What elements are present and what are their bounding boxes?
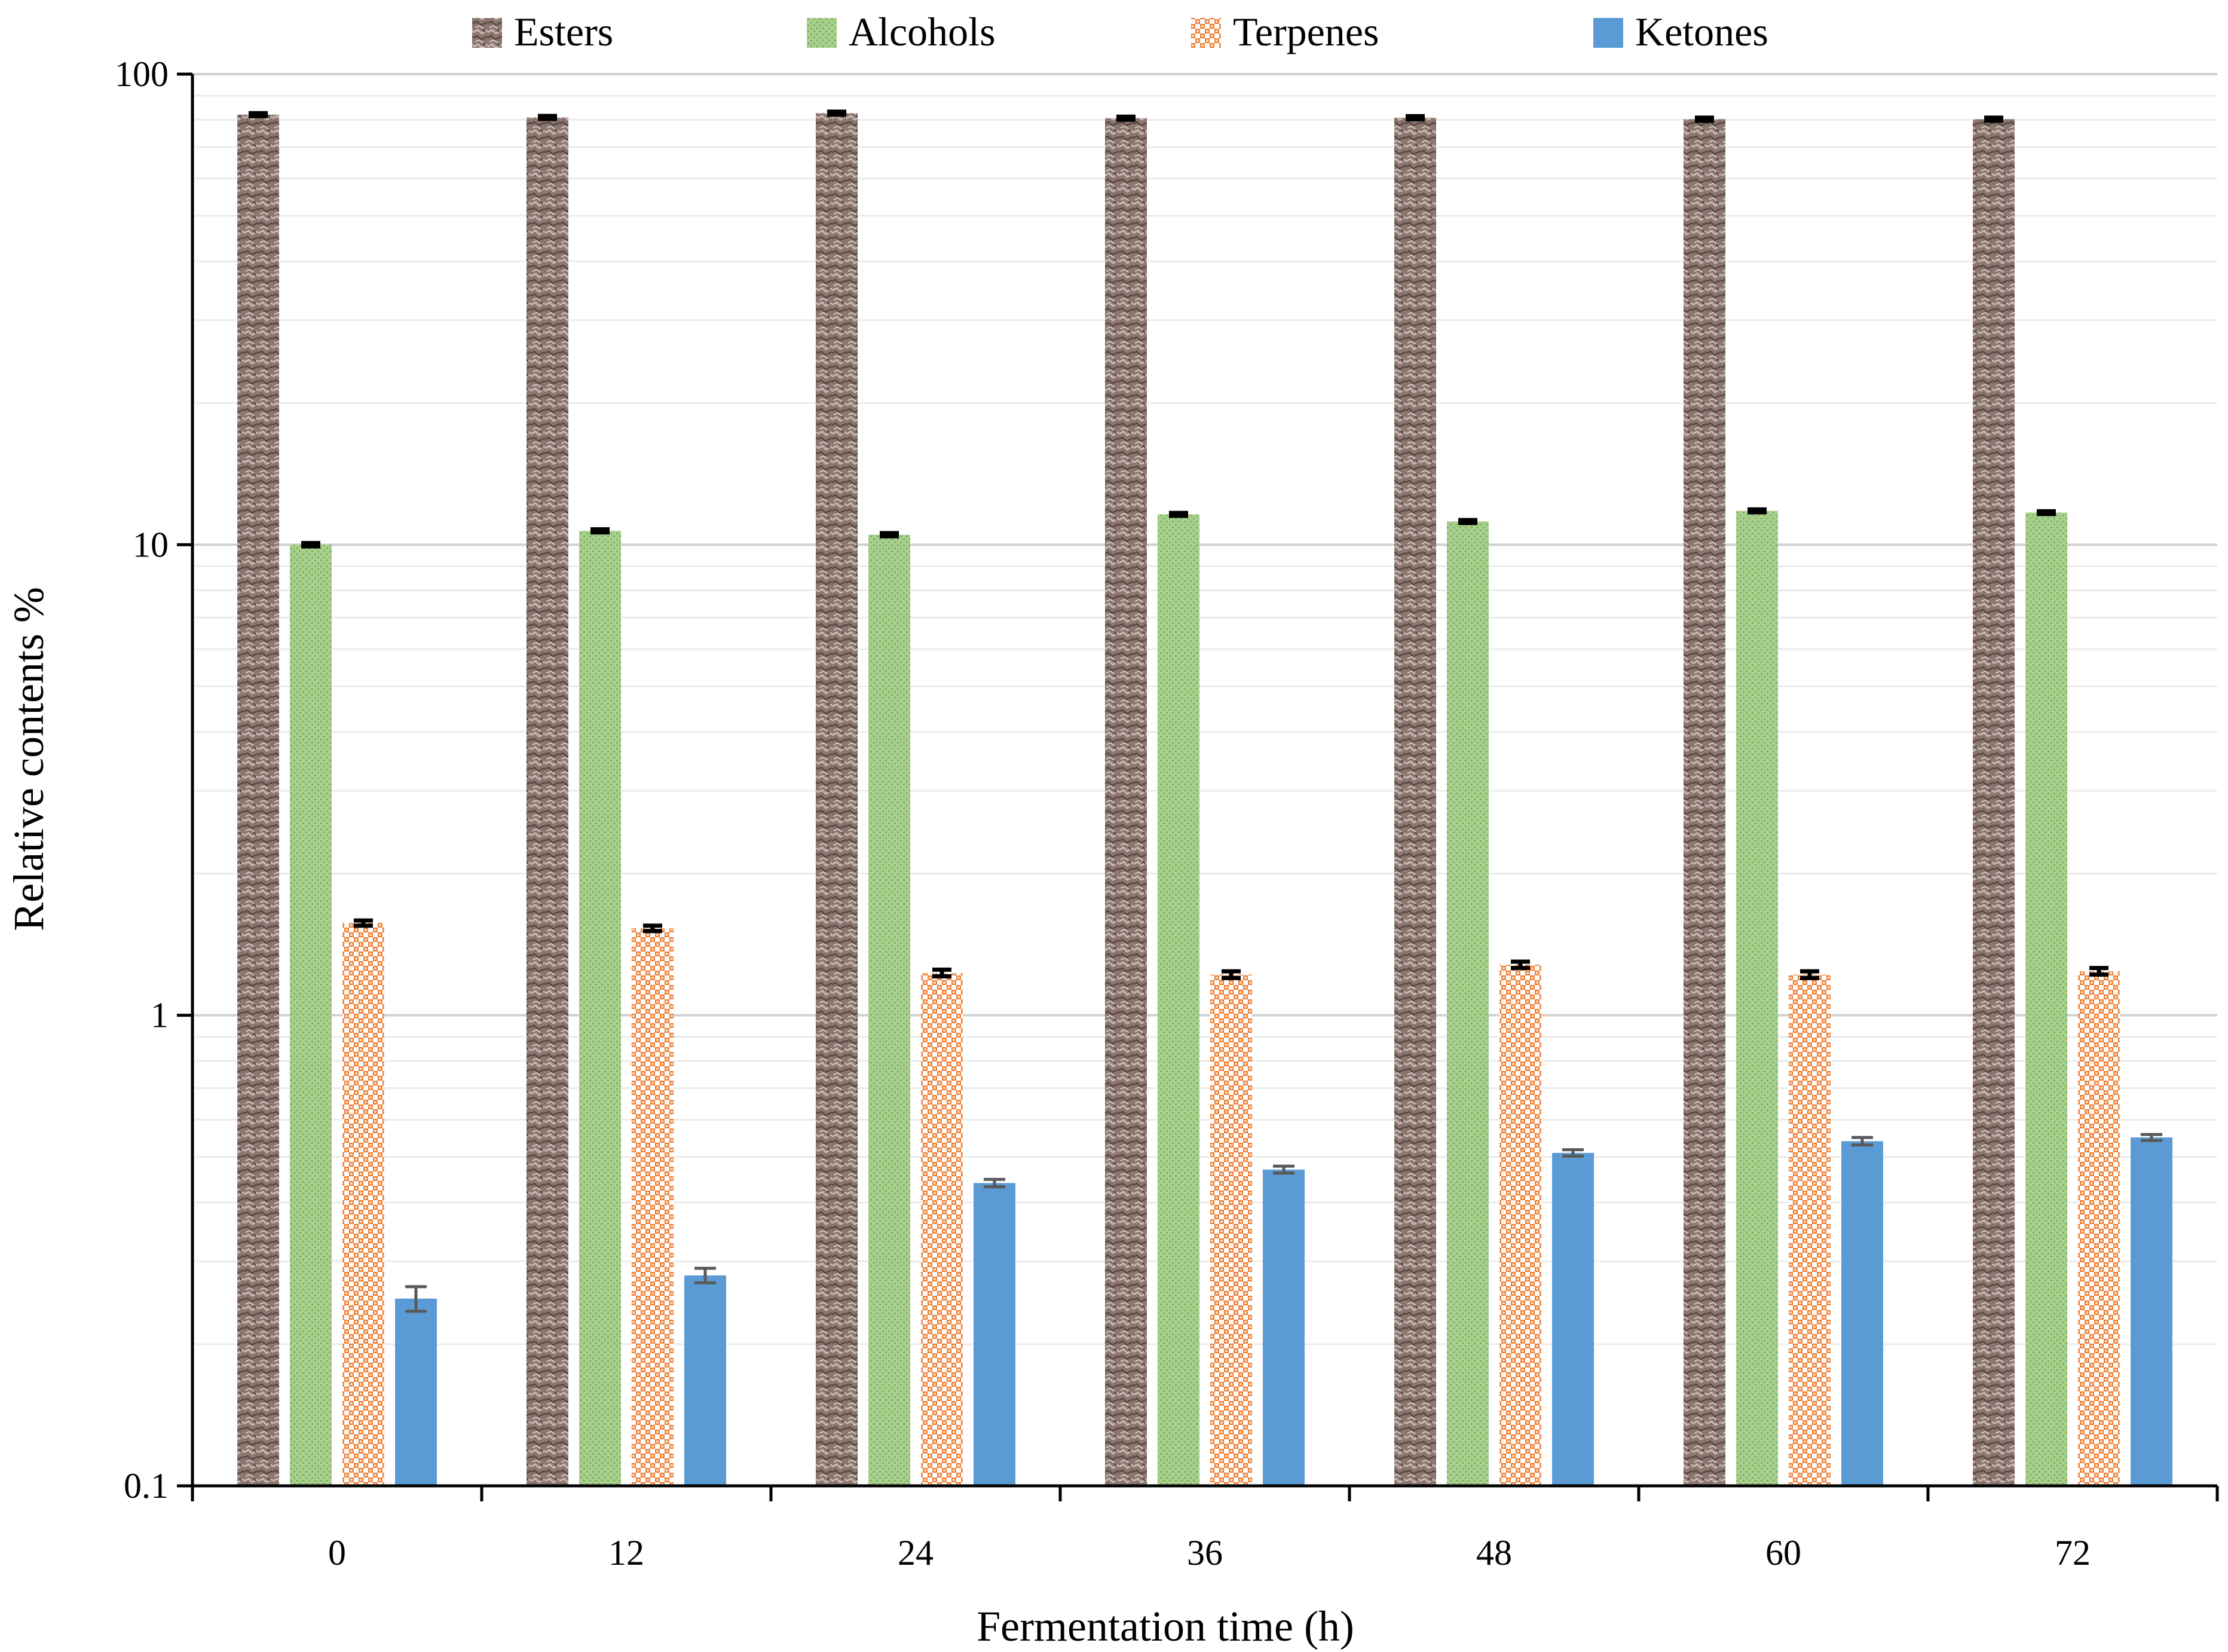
legend-item-esters: Esters: [472, 9, 613, 54]
bar-ketones-12: [684, 1275, 726, 1486]
bar-esters-60: [1684, 119, 1725, 1486]
x-axis-title: Fermentation time (h): [977, 1602, 1354, 1650]
legend-swatch: [1593, 18, 1623, 48]
legend-swatch: [472, 18, 502, 48]
bar-esters-0: [237, 114, 279, 1486]
axes: [177, 72, 2219, 1501]
bar-terpenes-24: [921, 972, 963, 1486]
error-bar-esters-72: [1984, 115, 2003, 123]
error-bar-alcohols-72: [2037, 509, 2056, 516]
y-tick-labels: 0.1 1 10 100: [115, 54, 169, 1506]
error-bar-terpenes-0: [354, 918, 373, 928]
x-tick-label: 72: [2055, 1533, 2091, 1573]
bar-alcohols-48: [1447, 521, 1489, 1486]
bar-alcohols-60: [1736, 510, 1778, 1486]
bar-terpenes-72: [2078, 971, 2120, 1486]
error-bar-ketones-48: [1562, 1148, 1584, 1158]
error-bar-esters-48: [1406, 114, 1425, 121]
error-bar-ketones-24: [984, 1177, 1005, 1189]
y-tick-label: 0.1: [124, 1466, 169, 1506]
bar-ketones-24: [974, 1183, 1015, 1486]
bar-alcohols-36: [1158, 514, 1199, 1486]
legend-label: Terpenes: [1233, 9, 1379, 54]
bar-terpenes-36: [1210, 974, 1252, 1486]
error-bar-esters-24: [827, 109, 846, 117]
error-bar-terpenes-60: [1800, 969, 1819, 980]
bar-ketones-48: [1552, 1152, 1594, 1486]
error-bar-alcohols-60: [1747, 507, 1767, 515]
gridlines: [192, 73, 2217, 1345]
error-bar-alcohols-24: [880, 531, 899, 539]
bar-terpenes-12: [632, 928, 674, 1486]
x-tick-label: 60: [1765, 1533, 1801, 1573]
legend-label: Alcohols: [849, 9, 996, 54]
x-tick-label: 0: [328, 1533, 346, 1573]
error-bar-terpenes-48: [1511, 959, 1530, 971]
legend-item-terpenes: Terpenes: [1191, 9, 1379, 54]
legend-swatch: [807, 18, 837, 48]
bar-ketones-72: [2131, 1137, 2172, 1486]
bar-alcohols-12: [579, 531, 621, 1486]
error-bar-alcohols-12: [590, 527, 610, 535]
x-tick-label: 36: [1187, 1533, 1223, 1573]
bar-ketones-0: [395, 1298, 437, 1486]
y-tick-label: 10: [133, 525, 169, 564]
legend-swatch: [1191, 18, 1221, 48]
error-bar-terpenes-12: [643, 923, 662, 934]
bar-terpenes-60: [1789, 974, 1831, 1486]
y-tick-label: 100: [115, 54, 169, 94]
bar-ketones-36: [1263, 1169, 1305, 1486]
error-bar-terpenes-24: [932, 967, 951, 978]
error-bar-ketones-72: [2141, 1133, 2162, 1142]
legend-label: Ketones: [1635, 9, 1768, 54]
error-bar-alcohols-36: [1169, 510, 1188, 518]
error-bars: [249, 109, 2162, 1313]
error-bar-alcohols-0: [301, 541, 320, 549]
bar-esters-48: [1394, 117, 1436, 1486]
bar-esters-12: [527, 117, 568, 1486]
bar-esters-72: [1973, 119, 2015, 1486]
error-bar-esters-0: [249, 111, 268, 118]
error-bar-ketones-0: [405, 1285, 427, 1313]
error-bar-ketones-36: [1273, 1164, 1294, 1175]
bar-alcohols-24: [868, 534, 910, 1486]
bar-terpenes-0: [342, 923, 384, 1486]
bars: [237, 113, 2172, 1486]
y-tick-label: 1: [151, 996, 169, 1035]
legend-item-alcohols: Alcohols: [807, 9, 996, 54]
error-bar-esters-60: [1695, 115, 1714, 123]
error-bar-esters-36: [1116, 114, 1136, 122]
error-bar-ketones-12: [694, 1266, 716, 1284]
x-tick-label: 24: [898, 1533, 934, 1573]
bar-esters-36: [1105, 118, 1147, 1486]
x-tick-label: 12: [608, 1533, 644, 1573]
bar-terpenes-48: [1499, 965, 1541, 1486]
bar-esters-24: [816, 113, 858, 1486]
bar-ketones-60: [1841, 1141, 1883, 1486]
error-bar-terpenes-72: [2089, 966, 2108, 977]
y-axis-title: Relative contents %: [5, 587, 53, 931]
error-bar-ketones-60: [1851, 1136, 1873, 1147]
error-bar-alcohols-48: [1458, 518, 1477, 525]
legend: Esters Alcohols Terpenes Ketones: [472, 9, 1768, 54]
legend-item-ketones: Ketones: [1593, 9, 1768, 54]
bar-alcohols-72: [2025, 512, 2067, 1486]
legend-label: Esters: [514, 9, 613, 54]
x-tick-label: 48: [1476, 1533, 1512, 1573]
bar-alcohols-0: [290, 544, 332, 1486]
x-tick-labels: 0 12 24 36 48 60 72: [328, 1533, 2091, 1573]
error-bar-esters-12: [538, 114, 557, 121]
error-bar-terpenes-36: [1222, 969, 1241, 980]
